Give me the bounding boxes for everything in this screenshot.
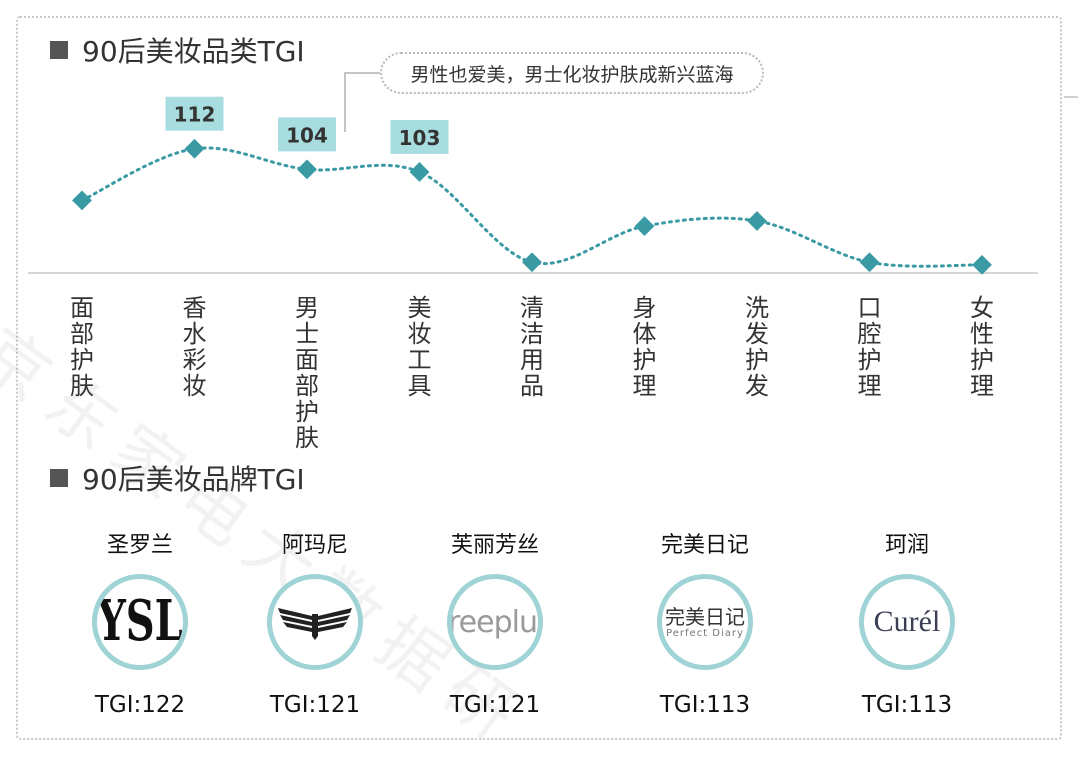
data-label-3: 103 [399,126,441,150]
side-divider [1064,96,1078,98]
brand-tgi: TGI:121 [449,692,541,718]
brand-tgi: TGI:121 [269,692,361,718]
brand-section-title: 90后美妆品牌TGI [50,458,305,498]
data-label-1: 112 [174,103,216,127]
brand-tgi: TGI:113 [861,692,953,718]
data-point-4 [522,252,542,273]
x-tick-label-3: 美妆工具 [408,294,432,400]
data-point-6 [747,211,767,231]
square-bullet-icon [50,41,68,59]
chart-annotation: 男性也爱美，男士化妆护肤成新兴蓝海 [380,52,764,94]
brand-logo-ring: YSL [92,574,188,670]
data-point-1 [184,138,205,159]
brand-logo-ring: Curél [859,574,955,670]
chart-section-title: 90后美妆品类TGI [50,30,305,70]
series-line [80,146,984,268]
brand-card-curel: 珂润 Curél TGI:113 [822,530,992,718]
brand-logo-ring: freeplus [447,574,543,670]
data-point-7 [859,252,880,273]
brand-tgi: TGI:122 [94,692,186,718]
x-tick-label-8: 女性护理 [970,294,994,400]
x-tick-label-0: 面部护肤 [70,294,94,400]
eagle-icon [278,608,352,640]
data-label-box-2 [278,117,336,152]
x-tick-label-5: 身体护理 [633,294,657,400]
x-tick-label-2: 男士面部护肤 [295,294,319,452]
data-point-5 [634,216,655,237]
data-point-3 [409,162,430,182]
perfect-diary-logo-sub: Perfect Diary [666,627,744,639]
square-bullet-icon [50,469,68,487]
x-tick-label-4: 清洁用品 [520,294,544,400]
data-point-0 [72,190,92,211]
data-label-2: 104 [286,123,328,147]
x-tick-label-1: 香水彩妆 [183,294,207,400]
brand-name: 完美日记 [660,533,749,558]
brand-logo-ring: 完美日记 Perfect Diary [657,574,753,670]
tgi-line-chart: 112 104 103 面部护肤 香水彩妆 男士面部护肤 美妆工具 清洁用品 身体护理 洗发护发… [28,96,1038,452]
brand-card-ysl: 圣罗兰 YSL TGI:122 [55,530,225,718]
brand-name: 圣罗兰 [106,533,173,558]
brand-name: 珂润 [884,533,929,558]
ysl-logo: YSL [97,593,183,649]
ysl-logo-text: YSL [97,588,183,655]
data-label-box-1 [165,96,224,131]
brand-logo-ring [267,574,363,670]
callout-connector [344,72,380,74]
brand-title: 90后美妆品牌TGI [82,463,305,496]
data-label-box-3 [390,119,449,154]
chart-title: 90后美妆品类TGI [82,35,305,68]
freeplus-logo: freeplus [447,604,538,640]
brand-name: 芙丽芳丝 [450,533,539,558]
brand-name: 阿玛尼 [281,533,348,558]
callout-connector-vertical [344,72,346,132]
brand-card-armani: 阿玛尼 TGI:121 [230,530,400,718]
brand-card-perfect-diary: 完美日记 完美日记 Perfect Diary TGI:113 [620,530,790,718]
perfect-diary-logo: 完美日记 Perfect Diary [665,606,745,639]
x-tick-label-6: 洗发护发 [745,294,769,400]
brand-tgi: TGI:113 [659,692,751,718]
panel-frame [16,16,1062,740]
x-tick-label-7: 口腔护理 [858,294,882,400]
perfect-diary-logo-text: 完美日记 [665,604,745,629]
data-point-2 [297,159,317,180]
data-point-8 [972,254,992,275]
curel-logo: Curél [873,605,941,638]
brand-card-freeplus: 芙丽芳丝 freeplus TGI:121 [410,530,580,718]
